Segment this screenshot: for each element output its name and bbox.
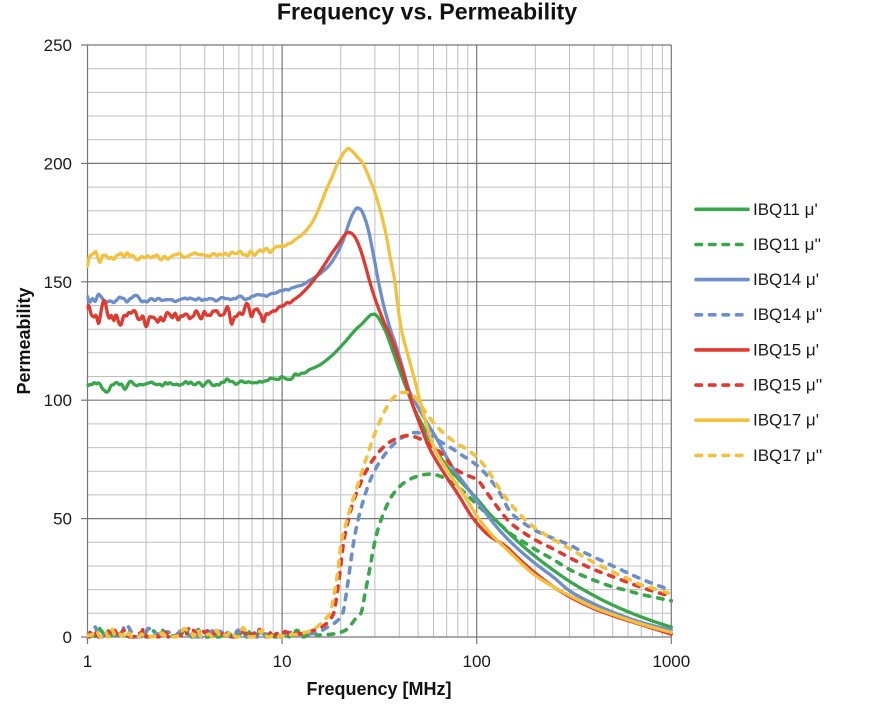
svg-text:1: 1 [83, 652, 92, 671]
svg-text:10: 10 [273, 652, 292, 671]
svg-text:Frequency vs. Permeability: Frequency vs. Permeability [277, 0, 577, 25]
svg-text:250: 250 [44, 36, 72, 55]
svg-text:Permeability: Permeability [14, 287, 34, 394]
svg-text:IBQ11 μ'': IBQ11 μ'' [753, 235, 821, 254]
svg-text:Frequency [MHz]: Frequency [MHz] [306, 679, 451, 699]
svg-text:100: 100 [463, 652, 491, 671]
svg-text:IBQ17 μ': IBQ17 μ' [753, 411, 819, 430]
svg-text:50: 50 [53, 510, 72, 529]
svg-text:IBQ14 μ': IBQ14 μ' [753, 270, 819, 289]
svg-text:100: 100 [44, 391, 72, 410]
svg-text:0: 0 [63, 628, 72, 647]
svg-text:IBQ17 μ'': IBQ17 μ'' [753, 446, 822, 465]
svg-text:1000: 1000 [652, 652, 690, 671]
svg-text:IBQ11 μ': IBQ11 μ' [753, 200, 818, 219]
svg-text:150: 150 [44, 273, 72, 292]
svg-text:200: 200 [44, 154, 72, 173]
svg-text:IBQ14 μ'': IBQ14 μ'' [753, 305, 822, 324]
svg-text:IBQ15 μ': IBQ15 μ' [753, 340, 819, 359]
svg-text:IBQ15 μ'': IBQ15 μ'' [753, 376, 822, 395]
